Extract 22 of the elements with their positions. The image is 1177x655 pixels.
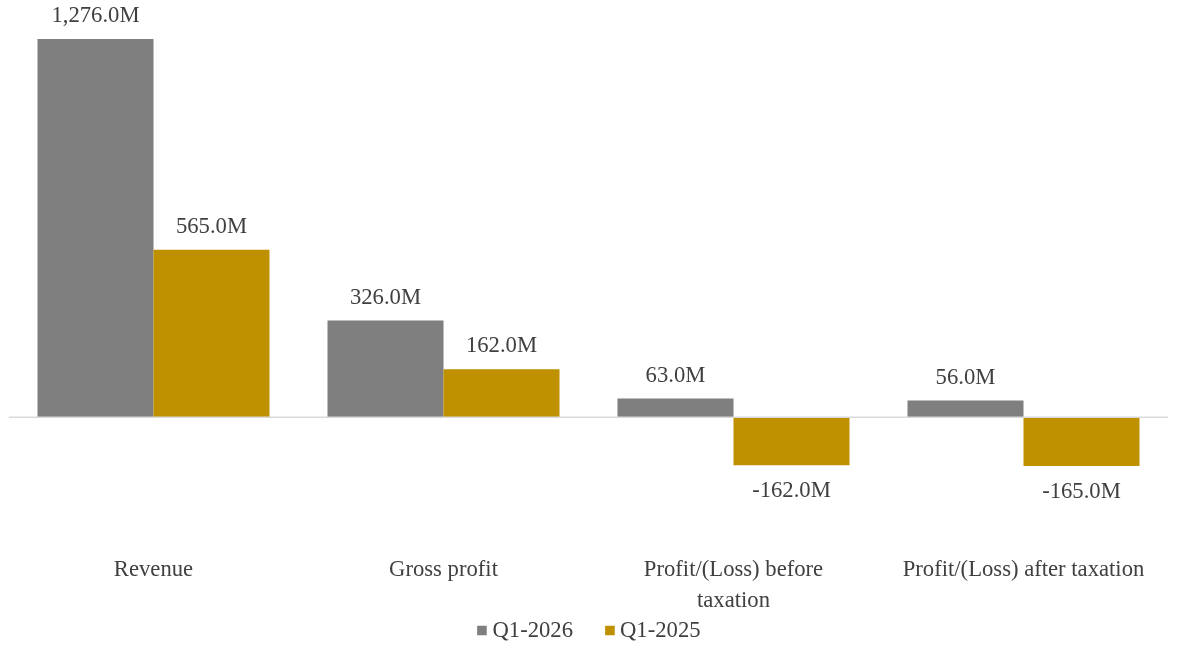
data-label: -165.0M <box>1042 478 1121 504</box>
data-label: 565.0M <box>175 212 248 238</box>
legend-label: Q1-2025 <box>620 617 701 643</box>
bar <box>443 369 560 418</box>
bar <box>1023 417 1140 467</box>
data-label: 162.0M <box>465 332 538 358</box>
bar <box>733 417 850 466</box>
data-label: -162.0M <box>752 477 831 503</box>
bar <box>617 398 734 418</box>
legend-label: Q1-2026 <box>492 617 573 643</box>
x-tick-label: Profit/(Loss) after taxation <box>902 555 1145 581</box>
bar <box>153 249 270 418</box>
x-tick-label: Gross profit <box>389 555 499 581</box>
data-label: 1,276.0M <box>51 1 140 27</box>
x-tick-label: Profit/(Loss) before taxation <box>643 555 824 613</box>
x-tick-label: Revenue <box>113 555 194 581</box>
bar <box>327 320 444 418</box>
data-label: 326.0M <box>349 283 422 309</box>
bar <box>907 400 1024 418</box>
data-label: 56.0M <box>935 363 996 389</box>
bar <box>37 38 154 418</box>
data-label: 63.0M <box>645 361 706 387</box>
